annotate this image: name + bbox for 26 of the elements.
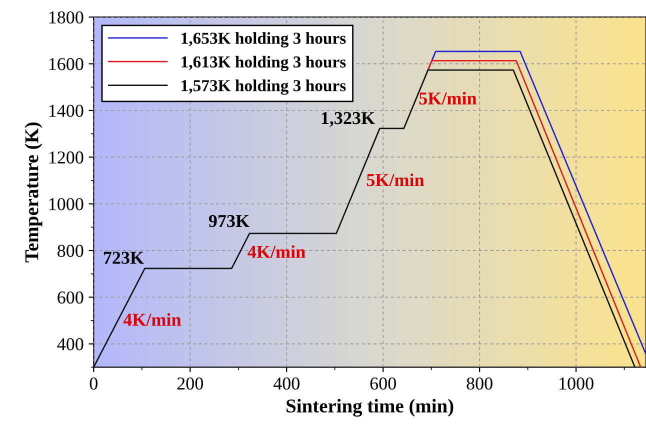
x-tick-label: 800 [466,377,492,390]
x-tick-label: 0 [90,377,98,390]
y-tick-label: 600 [58,291,84,304]
legend-label: 1,613K holding 3 hours [182,56,346,72]
legend-label: 1,653K holding 3 hours [182,32,346,48]
y-tick-label: 1800 [49,11,84,24]
x-tick-label: 600 [370,377,396,390]
y-tick-label: 1400 [49,104,84,117]
annotation: 4K/min [123,313,182,326]
annotation: 723K [104,252,144,264]
annotation: 1,323K [322,112,375,127]
x-axis-title: Sintering time (min) [286,398,454,417]
x-tick-label: 400 [273,377,300,390]
annotation: 5K/min [366,173,424,186]
x-tick-label: 1000 [560,377,594,390]
y-tick-label: 1200 [49,151,84,164]
annotation: 5K/min [419,92,477,105]
y-tick-label: 1000 [49,198,84,210]
y-axis-title: Temperature (K) [24,122,42,262]
annotation: 4K/min [248,245,306,258]
x-tick-label: 200 [177,377,203,390]
legend-label: 1,573K holding 3 hours [182,80,346,95]
y-tick-label: 800 [58,244,84,257]
y-tick-label: 1600 [49,58,84,70]
annotation: 973K [208,215,250,228]
y-tick-label: 400 [57,338,84,350]
